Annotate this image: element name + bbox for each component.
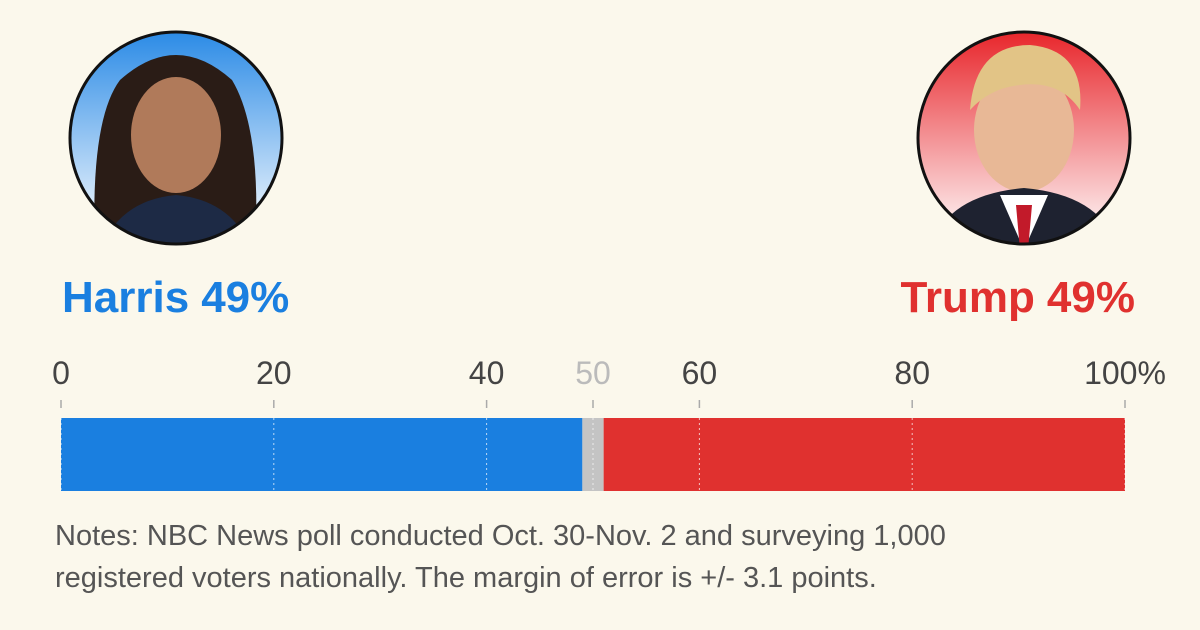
candidate-name: Harris bbox=[62, 273, 189, 322]
candidate-label: Harris 49% bbox=[62, 273, 289, 322]
note-line: Notes: NBC News poll conducted Oct. 30-N… bbox=[55, 520, 946, 552]
trump-photo bbox=[916, 30, 1132, 246]
note-line: registered voters nationally. The margin… bbox=[55, 562, 877, 594]
x-tick-label: 50 bbox=[575, 355, 611, 391]
x-tick-label: 80 bbox=[894, 355, 930, 391]
x-tick-label: 0 bbox=[52, 355, 70, 391]
x-tick-label: 20 bbox=[256, 355, 292, 391]
candidate-value: 49% bbox=[201, 273, 289, 322]
bar-segment bbox=[61, 418, 583, 491]
notes: Notes: NBC News poll conducted Oct. 30-N… bbox=[55, 520, 946, 594]
harris-photo bbox=[68, 30, 284, 246]
x-tick-label: 40 bbox=[469, 355, 505, 391]
candidate-name: Trump bbox=[900, 273, 1034, 322]
candidate-label: Trump 49% bbox=[900, 273, 1135, 322]
bar-segment bbox=[603, 418, 1125, 491]
x-tick-label: 60 bbox=[682, 355, 718, 391]
candidate-value: 49% bbox=[1047, 273, 1135, 322]
x-tick-label: 100% bbox=[1084, 355, 1166, 391]
